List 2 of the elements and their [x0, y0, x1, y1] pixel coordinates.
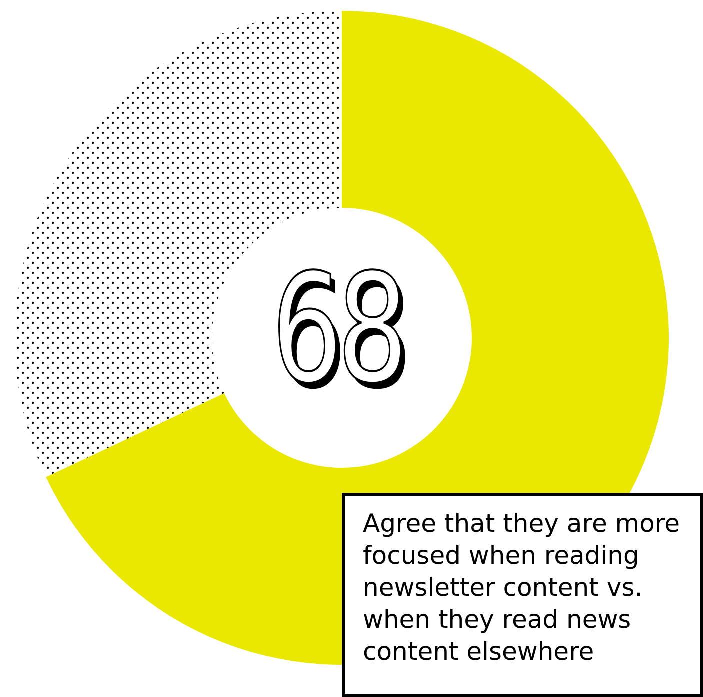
text: 68 — [270, 243, 406, 417]
text: Agree that they are more focused when reading newsletter content vs. when they read news content elsewhere — [342, 493, 703, 697]
